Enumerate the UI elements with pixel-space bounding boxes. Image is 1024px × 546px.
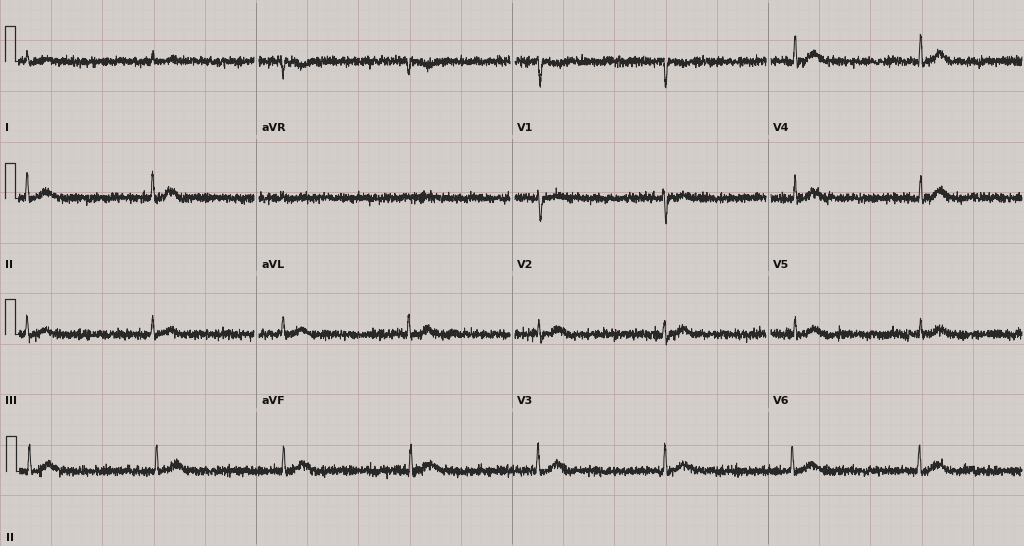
Text: V4: V4 (773, 123, 790, 133)
Text: V2: V2 (517, 259, 534, 270)
Text: V5: V5 (773, 259, 790, 270)
Text: V6: V6 (773, 396, 790, 406)
Text: III: III (5, 396, 17, 406)
Text: aVR: aVR (261, 123, 286, 133)
Text: II: II (6, 532, 14, 543)
Text: I: I (5, 123, 9, 133)
Text: V3: V3 (517, 396, 534, 406)
Text: V1: V1 (517, 123, 534, 133)
Text: II: II (5, 259, 13, 270)
Text: aVF: aVF (261, 396, 285, 406)
Text: aVL: aVL (261, 259, 285, 270)
